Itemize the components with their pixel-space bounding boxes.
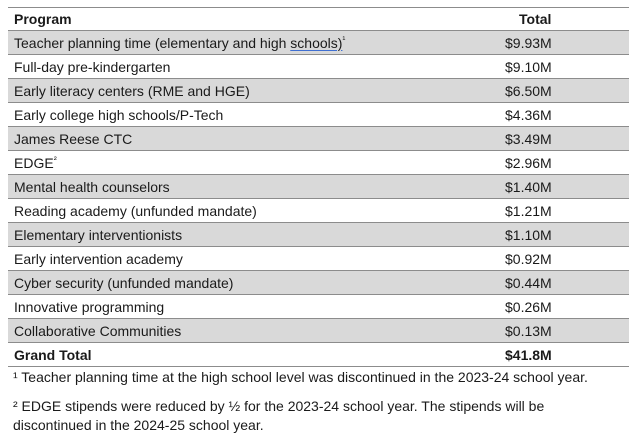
program-cell: EDGE² — [8, 150, 503, 175]
program-cell: Early intervention academy — [8, 246, 503, 271]
program-column-header: Program — [8, 7, 503, 31]
grand-total-value: $41.8M — [503, 342, 629, 367]
footnote-marker: ² — [53, 153, 57, 164]
total-cell: $1.40M — [503, 174, 629, 199]
table-row: James Reese CTC $3.49M — [8, 126, 629, 151]
program-cell: Innovative programming — [8, 294, 503, 319]
grand-total-label: Grand Total — [8, 342, 503, 367]
table-row: Mental health counselors $1.40M — [8, 174, 629, 199]
total-cell: $0.44M — [503, 270, 629, 295]
program-text: Teacher planning time (elementary and hi… — [14, 34, 291, 51]
program-cell: James Reese CTC — [8, 126, 503, 151]
program-cell: Early literacy centers (RME and HGE) — [8, 78, 503, 103]
table-row: Collaborative Communities $0.13M — [8, 318, 629, 343]
total-cell: $9.93M — [503, 30, 629, 55]
table-row: Cyber security (unfunded mandate) $0.44M — [8, 270, 629, 295]
program-cell: Mental health counselors — [8, 174, 503, 199]
program-text: EDGE — [14, 154, 54, 171]
total-cell: $9.10M — [503, 54, 629, 79]
total-cell: $3.49M — [503, 126, 629, 151]
program-cell: Collaborative Communities — [8, 318, 503, 343]
footnotes: ¹ Teacher planning time at the high scho… — [13, 368, 623, 445]
table-row: EDGE² $2.96M — [8, 150, 629, 175]
footnote-1: ¹ Teacher planning time at the high scho… — [13, 369, 588, 385]
table-row: Teacher planning time (elementary and hi… — [8, 30, 629, 55]
total-cell: $1.21M — [503, 198, 629, 223]
program-budget-table: Program Total Teacher planning time (ele… — [8, 7, 629, 367]
program-link-text[interactable]: schools) — [290, 34, 343, 51]
footnote-marker: ¹ — [342, 33, 346, 44]
program-cell: Early college high schools/P-Tech — [8, 102, 503, 127]
table-header-row: Program Total — [8, 7, 629, 31]
table-row: Early literacy centers (RME and HGE) $6.… — [8, 78, 629, 103]
program-cell: Reading academy (unfunded mandate) — [8, 198, 503, 223]
table-row: Elementary interventionists $1.10M — [8, 222, 629, 247]
table-row: Early college high schools/P-Tech $4.36M — [8, 102, 629, 127]
total-column-header: Total — [503, 7, 629, 31]
table-row: Reading academy (unfunded mandate) $1.21… — [8, 198, 629, 223]
table-row: Full-day pre-kindergarten $9.10M — [8, 54, 629, 79]
footnote-2: ² EDGE stipends were reduced by ½ for th… — [13, 398, 545, 433]
total-cell: $4.36M — [503, 102, 629, 127]
total-cell: $1.10M — [503, 222, 629, 247]
total-cell: $0.26M — [503, 294, 629, 319]
total-cell: $6.50M — [503, 78, 629, 103]
table-row: Innovative programming $0.26M — [8, 294, 629, 319]
program-cell: Teacher planning time (elementary and hi… — [8, 30, 503, 55]
grand-total-row: Grand Total $41.8M — [8, 342, 629, 367]
total-cell: $0.92M — [503, 246, 629, 271]
program-cell: Full-day pre-kindergarten — [8, 54, 503, 79]
program-cell: Elementary interventionists — [8, 222, 503, 247]
program-cell: Cyber security (unfunded mandate) — [8, 270, 503, 295]
total-cell: $2.96M — [503, 150, 629, 175]
total-cell: $0.13M — [503, 318, 629, 343]
table-row: Early intervention academy $0.92M — [8, 246, 629, 271]
